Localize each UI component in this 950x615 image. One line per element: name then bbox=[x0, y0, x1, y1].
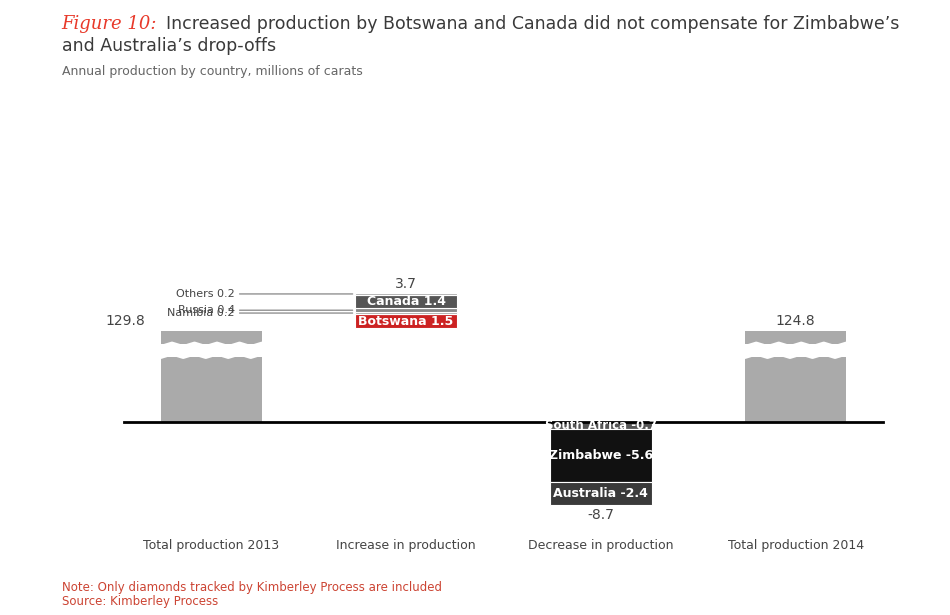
Text: South Africa -0.7: South Africa -0.7 bbox=[545, 419, 656, 432]
Text: Figure 10:: Figure 10: bbox=[62, 15, 163, 33]
Text: Others 0.2: Others 0.2 bbox=[176, 289, 235, 299]
Bar bbox=[745, 331, 846, 344]
Bar bbox=[550, 429, 652, 482]
Bar bbox=[355, 295, 457, 308]
Text: Increase in production: Increase in production bbox=[336, 539, 476, 552]
Bar bbox=[355, 293, 457, 295]
Text: Total production 2014: Total production 2014 bbox=[728, 539, 864, 552]
Text: Source: Kimberley Process: Source: Kimberley Process bbox=[62, 595, 218, 608]
Bar bbox=[161, 331, 262, 344]
Text: Russia 0.4: Russia 0.4 bbox=[178, 305, 235, 315]
Text: 124.8: 124.8 bbox=[776, 314, 815, 328]
Text: -8.7: -8.7 bbox=[587, 508, 615, 522]
Text: and Australia’s drop-offs: and Australia’s drop-offs bbox=[62, 37, 276, 55]
Bar bbox=[355, 312, 457, 314]
Text: Australia -2.4: Australia -2.4 bbox=[554, 487, 648, 500]
Bar bbox=[745, 344, 846, 357]
Text: Decrease in production: Decrease in production bbox=[528, 539, 674, 552]
Text: Total production 2013: Total production 2013 bbox=[143, 539, 279, 552]
Text: Canada 1.4: Canada 1.4 bbox=[367, 295, 446, 308]
Text: 129.8: 129.8 bbox=[105, 314, 145, 328]
Text: Zimbabwe -5.6: Zimbabwe -5.6 bbox=[549, 449, 653, 462]
Text: Note: Only diamonds tracked by Kimberley Process are included: Note: Only diamonds tracked by Kimberley… bbox=[62, 581, 442, 594]
Text: Increased production by Botswana and Canada did not compensate for Zimbabwe’s: Increased production by Botswana and Can… bbox=[166, 15, 900, 33]
Bar bbox=[550, 422, 652, 429]
Bar bbox=[355, 308, 457, 312]
Text: Annual production by country, millions of carats: Annual production by country, millions o… bbox=[62, 65, 363, 77]
Text: Namibia 0.2: Namibia 0.2 bbox=[167, 308, 235, 318]
Bar bbox=[161, 344, 262, 357]
Text: Botswana 1.5: Botswana 1.5 bbox=[358, 315, 454, 328]
Bar bbox=[161, 357, 262, 422]
Bar bbox=[355, 314, 457, 328]
Bar bbox=[745, 357, 846, 422]
Text: 3.7: 3.7 bbox=[395, 277, 417, 291]
Bar bbox=[550, 482, 652, 505]
